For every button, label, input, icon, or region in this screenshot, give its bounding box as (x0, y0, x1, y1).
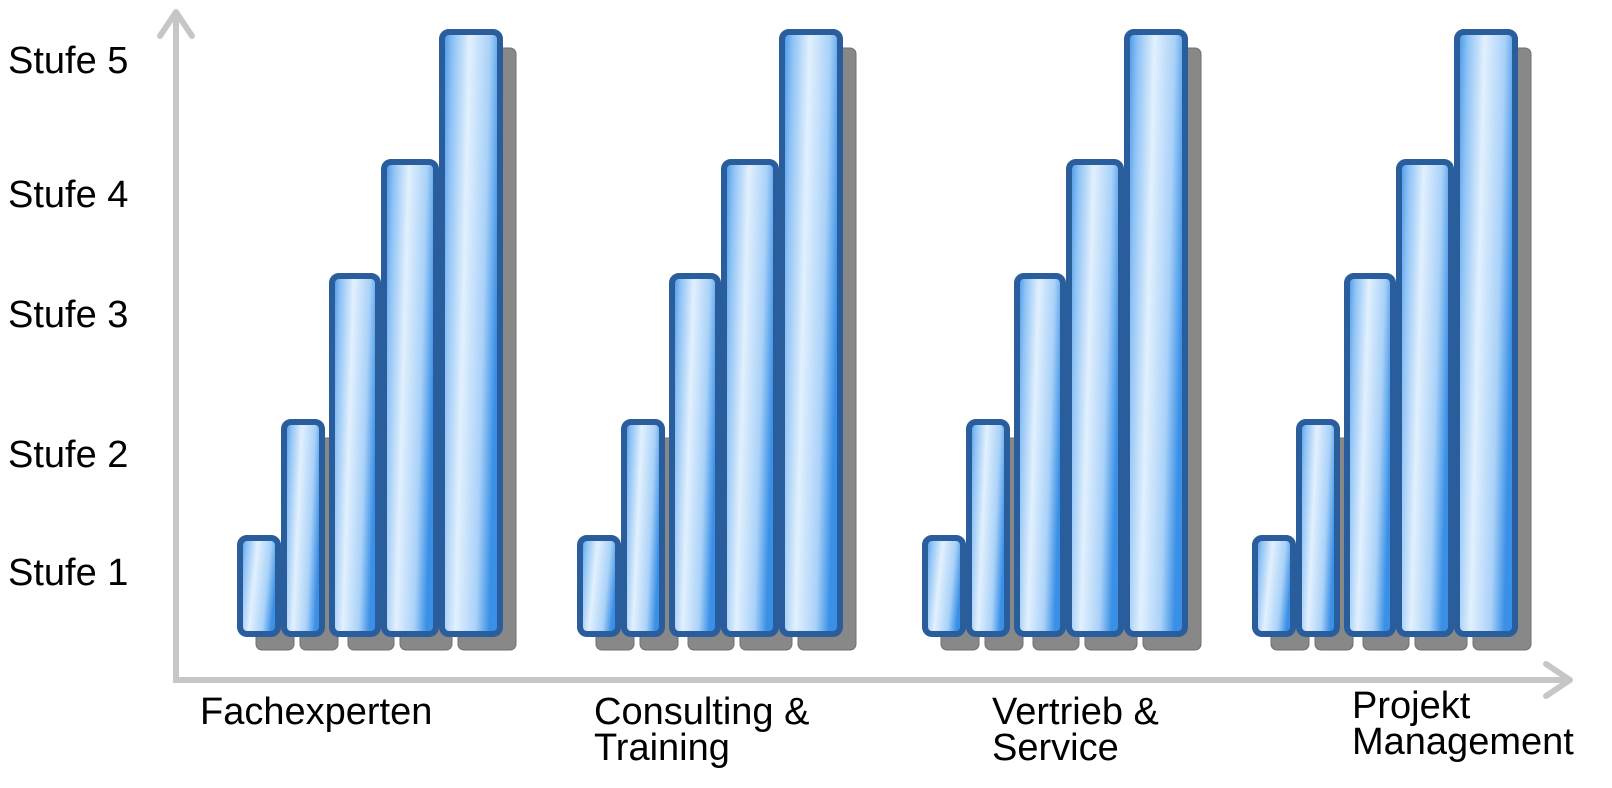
bar (439, 29, 503, 637)
x-tick-label: Projekt (1352, 685, 1471, 727)
bar (577, 535, 621, 637)
x-axis-arrowhead (1543, 661, 1573, 699)
bar (1252, 535, 1296, 637)
bar (1014, 273, 1066, 637)
bar (281, 419, 325, 637)
axes (157, 9, 1573, 699)
bars (237, 29, 1532, 651)
bar (1124, 29, 1188, 637)
x-tick-label: Vertrieb & (992, 691, 1159, 733)
bar (381, 159, 439, 637)
bar (1066, 159, 1124, 637)
bar (237, 535, 281, 637)
category-labels: Fachexperten Consulting &Training Vertrieb… (200, 685, 1574, 769)
x-tick-label: Consulting & (594, 691, 809, 733)
bar (1396, 159, 1454, 637)
x-tick-label: Service (992, 727, 1119, 769)
y-tick-label: Stufe 3 (8, 294, 128, 336)
x-tick-label: Fachexperten (200, 691, 432, 733)
bar (966, 419, 1010, 637)
y-axis-arrowhead (157, 9, 195, 39)
y-tick-label: Stufe 5 (8, 40, 128, 82)
y-tick-label: Stufe 1 (8, 552, 128, 594)
bar (721, 159, 779, 637)
bar (779, 29, 843, 637)
bar (1454, 29, 1518, 637)
y-tick-label: Stufe 2 (8, 434, 128, 476)
bar (621, 419, 665, 637)
bar (1296, 419, 1340, 637)
x-tick-label: Management (1352, 721, 1574, 763)
bar (922, 535, 966, 637)
bar (669, 273, 721, 637)
level-labels: Stufe 1 Stufe 2 Stufe 3 Stufe 4 Stufe 5 (8, 40, 128, 594)
bar (1344, 273, 1396, 637)
y-tick-label: Stufe 4 (8, 174, 128, 216)
bar (329, 273, 381, 637)
x-tick-label: Training (594, 727, 730, 769)
